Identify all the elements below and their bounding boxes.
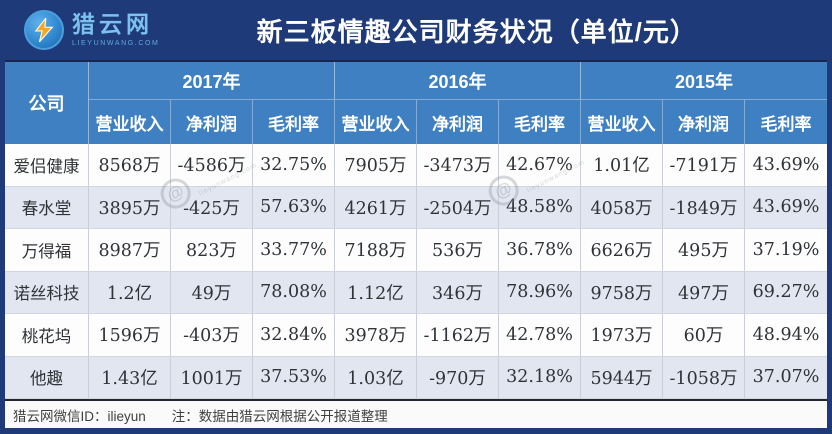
company-name: 爱侣健康 bbox=[5, 144, 89, 186]
cell-value: -403万 bbox=[171, 314, 253, 356]
top-banner: 猎云网 LIEYUNWANG.COM 新三板情趣公司财务状况（单位/元） bbox=[0, 0, 832, 60]
cell-value: 48.94% bbox=[752, 324, 820, 345]
cell-value: -1849万 bbox=[663, 186, 745, 228]
cell-value: 5944万 bbox=[581, 356, 663, 398]
cell-value: -1058万 bbox=[663, 356, 745, 398]
year-header-2016: 2016年 bbox=[335, 62, 581, 100]
table-row: 他趣 1.43亿 1001万 37.53% 1.03亿 -970万 32.18%… bbox=[5, 356, 827, 399]
cell-value: 495万 bbox=[663, 229, 745, 271]
cell-value: 43.69% bbox=[752, 197, 820, 218]
brand-name: 猎云网 bbox=[72, 11, 153, 37]
cell-value: 536万 bbox=[417, 229, 499, 271]
cell-value: 8987万 bbox=[89, 229, 171, 271]
table-header: 公司 2017年 2016年 2015年 营业收入 净利润 毛利率 营业收入 净… bbox=[5, 60, 827, 144]
company-name: 他趣 bbox=[5, 356, 89, 398]
cell-value: 346万 bbox=[417, 271, 499, 313]
cell-value: 37.53% bbox=[253, 356, 335, 398]
column-header-netprofit-2016: 净利润 bbox=[417, 100, 499, 144]
cell-value: 57.63% bbox=[253, 186, 335, 228]
cell-value: 49万 bbox=[171, 271, 253, 313]
footer-note: 注：数据由猎云网根据公开报道整理 bbox=[171, 408, 388, 424]
cell-value: 1001万 bbox=[171, 356, 253, 398]
cell-value: 6626万 bbox=[581, 229, 663, 271]
column-header-netprofit-2017: 净利润 bbox=[171, 100, 253, 144]
finance-table: 公司 2017年 2016年 2015年 营业收入 净利润 毛利率 营业收入 净… bbox=[5, 60, 827, 399]
cell-value: -4586万 bbox=[171, 144, 253, 186]
cell-value: 37.19% bbox=[752, 239, 820, 260]
cell-value: -3473万 bbox=[417, 144, 499, 186]
column-header-revenue-2015: 营业收入 bbox=[581, 100, 663, 144]
table-row: 万得福 8987万 823万 33.77% 7188万 536万 36.78% … bbox=[5, 229, 827, 272]
column-header-grossmargin-2015: 毛利率 bbox=[760, 114, 812, 134]
lieyun-logo: 猎云网 LIEYUNWANG.COM bbox=[24, 10, 159, 50]
page-title: 新三板情趣公司财务状况（单位/元） bbox=[256, 16, 697, 47]
cell-value: 1596万 bbox=[89, 314, 171, 356]
cell-value: 1973万 bbox=[581, 314, 663, 356]
cell-value: -425万 bbox=[171, 186, 253, 228]
company-name: 万得福 bbox=[5, 229, 89, 271]
company-name: 桃花坞 bbox=[5, 314, 89, 356]
cell-value: 823万 bbox=[171, 229, 253, 271]
column-header-grossmargin-2017: 毛利率 bbox=[253, 100, 335, 144]
cell-value: 32.18% bbox=[499, 356, 581, 398]
cell-value: 4058万 bbox=[581, 186, 663, 228]
footer-bar: 猎云网微信ID：ilieyun 注：数据由猎云网根据公开报道整理 bbox=[5, 399, 827, 428]
table-row: 诺丝科技 1.2亿 49万 78.08% 1.12亿 346万 78.96% 9… bbox=[5, 271, 827, 314]
cell-value: 33.77% bbox=[253, 229, 335, 271]
table-row: 爱侣健康 8568万 -4586万 32.75% 7905万 -3473万 42… bbox=[5, 144, 827, 187]
cell-value: 69.27% bbox=[752, 282, 820, 303]
column-header-revenue-2017: 营业收入 bbox=[89, 100, 171, 144]
cell-value: 32.75% bbox=[253, 144, 335, 186]
cell-value: 7188万 bbox=[335, 229, 417, 271]
cell-value: -7191万 bbox=[663, 144, 745, 186]
table-row: 桃花坞 1596万 -403万 32.84% 3978万 -1162万 42.7… bbox=[5, 314, 827, 357]
lieyun-logo-text: 猎云网 LIEYUNWANG.COM bbox=[72, 11, 160, 48]
cell-value: 497万 bbox=[663, 271, 745, 313]
cell-value: 3978万 bbox=[335, 314, 417, 356]
cell-value: 43.69% bbox=[752, 154, 820, 175]
column-header-netprofit-2015: 净利润 bbox=[663, 100, 745, 144]
cell-value: 60万 bbox=[663, 314, 745, 356]
cell-value: 37.07% bbox=[752, 367, 820, 388]
cell-value: 36.78% bbox=[499, 229, 581, 271]
cell-value: 42.78% bbox=[499, 314, 581, 356]
cell-value: 1.03亿 bbox=[335, 356, 417, 398]
lieyun-logo-icon bbox=[24, 10, 64, 50]
cell-value: 3895万 bbox=[89, 186, 171, 228]
company-name: 诺丝科技 bbox=[5, 271, 89, 313]
table-body: 爱侣健康 8568万 -4586万 32.75% 7905万 -3473万 42… bbox=[5, 144, 827, 399]
cell-value: 1.43亿 bbox=[89, 356, 171, 398]
lightning-bolt-icon bbox=[34, 18, 54, 42]
footer-wechat-id: 猎云网微信ID：ilieyun bbox=[13, 408, 146, 424]
cell-value: 1.12亿 bbox=[335, 271, 417, 313]
column-header-grossmargin-2016: 毛利率 bbox=[499, 100, 581, 144]
column-header-company: 公司 bbox=[5, 62, 89, 144]
cell-value: 42.67% bbox=[499, 144, 581, 186]
table-row: 春水堂 3895万 -425万 57.63% 4261万 -2504万 48.5… bbox=[5, 186, 827, 229]
cell-value: 1.2亿 bbox=[89, 271, 171, 313]
brand-domain: LIEYUNWANG.COM bbox=[72, 40, 160, 47]
cell-value: -970万 bbox=[417, 356, 499, 398]
cell-value: 48.58% bbox=[499, 186, 581, 228]
cell-value: 8568万 bbox=[89, 144, 171, 186]
cell-value: 78.08% bbox=[253, 271, 335, 313]
cell-value: 7905万 bbox=[335, 144, 417, 186]
cell-value: 78.96% bbox=[499, 271, 581, 313]
company-name: 春水堂 bbox=[5, 186, 89, 228]
cell-value: 32.84% bbox=[253, 314, 335, 356]
year-header-2017: 2017年 bbox=[89, 62, 335, 100]
cell-value: 1.01亿 bbox=[581, 144, 663, 186]
cell-value: -2504万 bbox=[417, 186, 499, 228]
cell-value: 9758万 bbox=[581, 271, 663, 313]
cell-value: 4261万 bbox=[335, 186, 417, 228]
year-header-2015: 2015年 bbox=[581, 62, 827, 100]
cell-value: -1162万 bbox=[417, 314, 499, 356]
column-header-revenue-2016: 营业收入 bbox=[335, 100, 417, 144]
